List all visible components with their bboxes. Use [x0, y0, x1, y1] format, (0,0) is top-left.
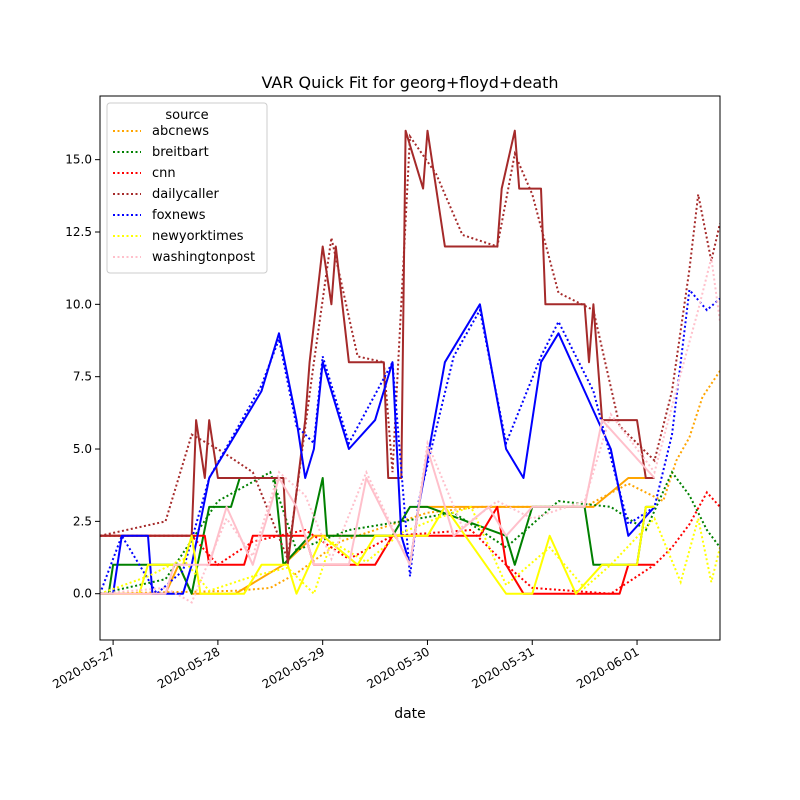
legend-box [106, 102, 268, 274]
series-abcnews-fit-line [100, 370, 720, 595]
chart-title: VAR Quick Fit for georg+floyd+death [261, 73, 558, 92]
y-tick-label: 10.0 [65, 297, 92, 311]
series-dailycaller-actual-line [100, 129, 655, 566]
y-tick-label: 5.0 [73, 442, 92, 456]
y-tick-label: 15.0 [65, 153, 92, 167]
series-newyorktimes-actual-line [100, 505, 655, 595]
legend-label-abcnews: abcnews [152, 124, 209, 139]
series-washingtonpost-fit-line [100, 257, 720, 604]
series-foxnews-fit-line [100, 287, 720, 596]
legend-label-foxnews: foxnews [152, 208, 206, 223]
series-cnn-fit-line [100, 490, 720, 595]
legend: source abcnews breitbart cnn dailycaller fox… [106, 102, 268, 274]
y-axis: 0.0 2.5 5.0 7.5 10.0 12.5 15.0 [65, 153, 100, 601]
series-cnn-actual-line [100, 505, 655, 595]
plot-lines [100, 129, 720, 604]
series-foxnews-actual-line [100, 303, 656, 595]
y-tick-label: 2.5 [73, 514, 92, 528]
y-tick-label: 7.5 [73, 370, 92, 384]
legend-label-washingtonpost: washingtonpost [152, 250, 255, 265]
legend-label-cnn: cnn [152, 166, 176, 181]
legend-label-dailycaller: dailycaller [152, 187, 219, 202]
legend-title: source [165, 108, 208, 123]
y-tick-label: 0.0 [73, 587, 92, 601]
legend-label-newyorktimes: newyorktimes [152, 229, 244, 244]
x-axis-label: date [394, 706, 426, 722]
series-breitbart-fit-line [100, 470, 720, 595]
y-tick-label: 12.5 [65, 225, 92, 239]
legend-label-breitbart: breitbart [152, 145, 209, 160]
series-newyorktimes-fit-line [100, 505, 720, 596]
series-breitbart-actual-line [100, 477, 655, 595]
series-washingtonpost-actual-line [100, 419, 656, 595]
plot-frame [99, 95, 721, 641]
